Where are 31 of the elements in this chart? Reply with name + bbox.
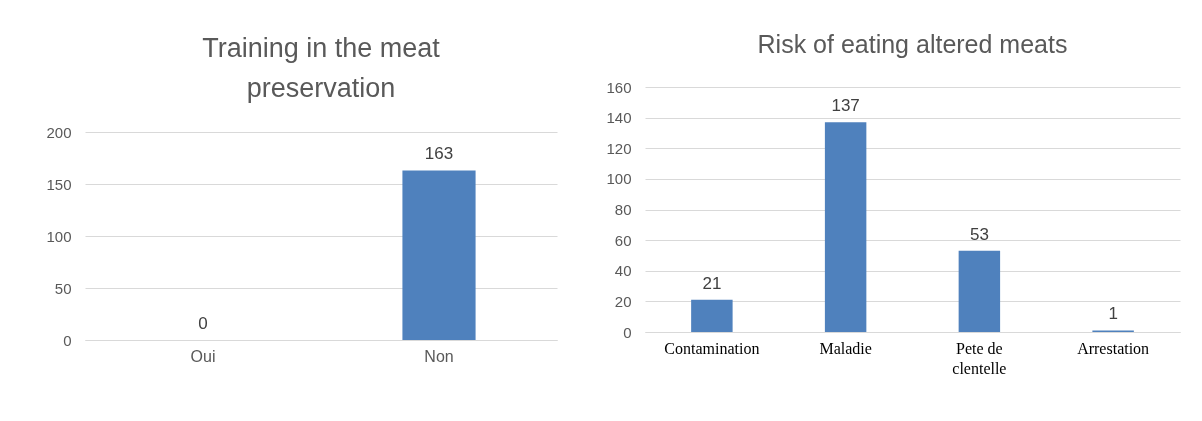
y-tick-label: 0 [623,323,632,341]
y-tick-label: 140 [606,109,632,127]
y-tick-label: 200 [46,123,72,141]
data-label: 137 [831,96,860,116]
x-tick-label: Contamination [664,339,760,357]
data-label: 1 [1108,304,1118,324]
data-label: 0 [198,314,208,333]
data-label: 21 [702,273,722,293]
y-tick-label: 150 [46,175,72,193]
y-tick-label: 80 [614,201,632,218]
y-tick-label: 40 [614,262,632,280]
data-label: 53 [969,224,989,244]
data-label: 163 [424,144,454,164]
y-tick-label: 100 [46,227,72,245]
x-tick-label: Pete de clentelle [952,339,1007,377]
bar [958,250,1001,332]
y-tick-label: 100 [606,170,632,188]
x-tick-label: Non [424,347,454,365]
x-tick-label: Oui [190,347,216,365]
x-tick-label: Maladie [819,339,872,357]
bar [691,299,733,332]
y-tick-label: 20 [614,292,632,310]
y-tick-label: 0 [63,331,72,349]
y-tick-label: 120 [606,139,632,157]
y-tick-label: 50 [54,279,72,297]
chart-title: Training in the meat preservation [202,33,441,103]
chart-title: Risk of eating altered meats [757,30,1068,58]
bar [824,122,867,332]
y-tick-label: 160 [606,78,632,96]
y-tick-label: 60 [614,231,632,249]
x-tick-label: Arrestation [1077,339,1150,357]
